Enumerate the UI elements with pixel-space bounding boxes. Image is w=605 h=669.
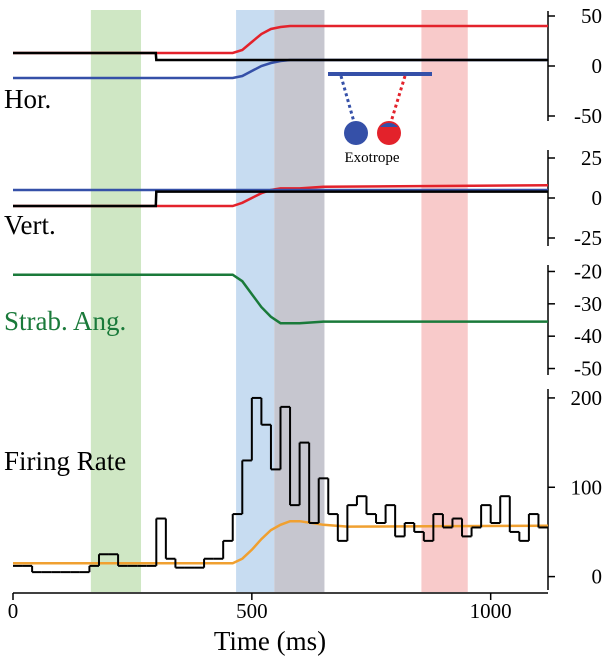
background-spans [90,10,468,592]
y-tick-label: -50 [574,357,602,381]
y-tick-label: 100 [571,475,603,499]
x-tick-label: 1000 [470,599,512,623]
inset-pupil [380,122,398,127]
y-tick-label: -40 [574,324,602,348]
inset-eye [344,121,368,145]
inset: Exotrope [328,72,432,166]
y-tick-label: 0 [592,186,603,210]
x-tick-label: 0 [8,599,19,623]
y-tick-label: -25 [574,226,602,250]
y-tick-label: 200 [571,386,603,410]
time-span [421,10,468,592]
panel-label: Vert. [4,210,56,240]
plot: 500-50Hor.250-25Vert.-20-30-40-50Strab. … [4,4,602,656]
panel-label: Hor. [4,84,51,114]
data-line [13,273,548,325]
inset-sight [389,75,407,123]
smoothed-line [13,519,549,565]
y-tick-label: 25 [581,146,602,170]
y-tick-label: -30 [574,292,602,316]
panel-label: Strab. Ang. [4,306,126,336]
time-span [90,10,142,592]
y-tick-label: 50 [581,4,602,28]
y-tick-label: 0 [592,565,603,589]
y-tick-label: -20 [574,259,602,283]
data-line [13,51,548,62]
x-axis-title: Time (ms) [214,626,326,656]
data-line [13,190,548,208]
y-tick-label: -50 [574,104,602,128]
y-tick-label: 0 [592,54,603,78]
inset-label: Exotrope [345,150,400,166]
x-tick-label: 500 [236,599,268,623]
panel-label: Firing Rate [4,446,126,476]
inset-sight [339,75,356,123]
